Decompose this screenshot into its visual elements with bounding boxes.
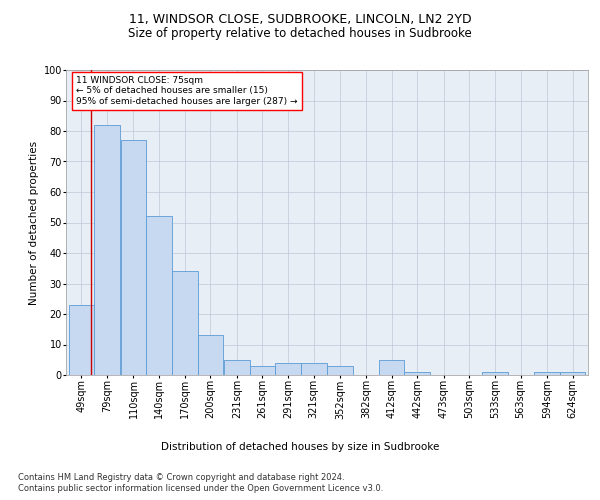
Bar — [146, 216, 172, 375]
Bar — [94, 125, 120, 375]
Text: Contains public sector information licensed under the Open Government Licence v3: Contains public sector information licen… — [18, 484, 383, 493]
Text: 11 WINDSOR CLOSE: 75sqm
← 5% of detached houses are smaller (15)
95% of semi-det: 11 WINDSOR CLOSE: 75sqm ← 5% of detached… — [76, 76, 298, 106]
Bar — [328, 366, 353, 375]
Bar — [560, 372, 586, 375]
Text: 11, WINDSOR CLOSE, SUDBROOKE, LINCOLN, LN2 2YD: 11, WINDSOR CLOSE, SUDBROOKE, LINCOLN, L… — [128, 12, 472, 26]
Text: Distribution of detached houses by size in Sudbrooke: Distribution of detached houses by size … — [161, 442, 439, 452]
Bar — [275, 363, 301, 375]
Bar — [379, 360, 404, 375]
Bar — [250, 366, 275, 375]
Bar — [68, 305, 94, 375]
Text: Size of property relative to detached houses in Sudbrooke: Size of property relative to detached ho… — [128, 28, 472, 40]
Y-axis label: Number of detached properties: Number of detached properties — [29, 140, 39, 304]
Bar — [404, 372, 430, 375]
Bar — [482, 372, 508, 375]
Bar — [172, 272, 197, 375]
Bar — [534, 372, 560, 375]
Bar — [121, 140, 146, 375]
Bar — [301, 363, 326, 375]
Bar — [197, 336, 223, 375]
Bar — [224, 360, 250, 375]
Text: Contains HM Land Registry data © Crown copyright and database right 2024.: Contains HM Land Registry data © Crown c… — [18, 472, 344, 482]
